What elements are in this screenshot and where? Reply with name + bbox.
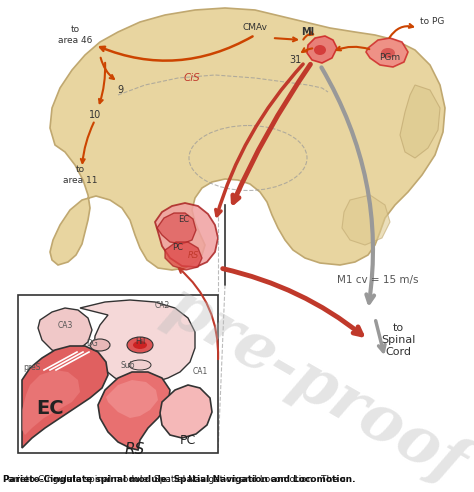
Polygon shape	[400, 85, 440, 158]
Ellipse shape	[381, 48, 395, 58]
Polygon shape	[98, 372, 170, 450]
Text: MI: MI	[301, 27, 315, 37]
Bar	[18, 295, 218, 453]
Text: PGm: PGm	[380, 54, 401, 62]
Text: to
area 46: to area 46	[58, 25, 92, 45]
Polygon shape	[366, 38, 408, 67]
Text: Hil: Hil	[135, 338, 145, 346]
Polygon shape	[22, 370, 80, 435]
Text: 10: 10	[89, 110, 101, 120]
Text: DG: DG	[86, 338, 98, 347]
Ellipse shape	[129, 360, 151, 370]
Polygon shape	[22, 346, 108, 448]
Text: 31: 31	[289, 55, 301, 65]
Ellipse shape	[127, 337, 153, 353]
Text: CA1: CA1	[192, 368, 208, 376]
Text: Parieto-Cingulate spinal module: Spatial Navigation and Locomotion.: Parieto-Cingulate spinal module: Spatial…	[3, 475, 356, 485]
Polygon shape	[50, 8, 445, 270]
Text: preS: preS	[23, 364, 41, 372]
Text: CA3: CA3	[57, 321, 73, 331]
Text: M1 cv = 15 m/s: M1 cv = 15 m/s	[337, 275, 419, 285]
Polygon shape	[307, 36, 337, 63]
Polygon shape	[165, 242, 202, 270]
Text: to
area 11: to area 11	[63, 165, 97, 184]
Text: to
Spinal
Cord: to Spinal Cord	[381, 323, 415, 357]
Text: CMAv: CMAv	[243, 24, 267, 32]
Text: PC: PC	[180, 433, 196, 447]
Text: EC: EC	[178, 215, 190, 224]
Text: Parieto-Cingulate spinal module: Spatial Navigation and Locomotion.  The c: Parieto-Cingulate spinal module: Spatial…	[3, 475, 346, 485]
Text: CA2: CA2	[155, 302, 170, 310]
Text: EC: EC	[36, 399, 64, 418]
Text: 9: 9	[117, 85, 123, 95]
Text: to PG: to PG	[420, 18, 444, 27]
Polygon shape	[160, 385, 212, 438]
Ellipse shape	[133, 341, 147, 349]
Polygon shape	[106, 380, 158, 418]
Text: pre-proof: pre-proof	[154, 274, 474, 492]
Text: Sub: Sub	[121, 361, 135, 369]
Text: CiS: CiS	[183, 73, 201, 83]
Ellipse shape	[314, 45, 326, 55]
Polygon shape	[38, 308, 92, 354]
Polygon shape	[80, 300, 195, 385]
Text: RS: RS	[125, 442, 145, 458]
Text: RS: RS	[187, 250, 199, 259]
Ellipse shape	[90, 339, 110, 351]
Polygon shape	[157, 213, 196, 244]
Text: PC: PC	[173, 244, 183, 252]
Polygon shape	[155, 203, 218, 267]
Polygon shape	[342, 195, 390, 245]
